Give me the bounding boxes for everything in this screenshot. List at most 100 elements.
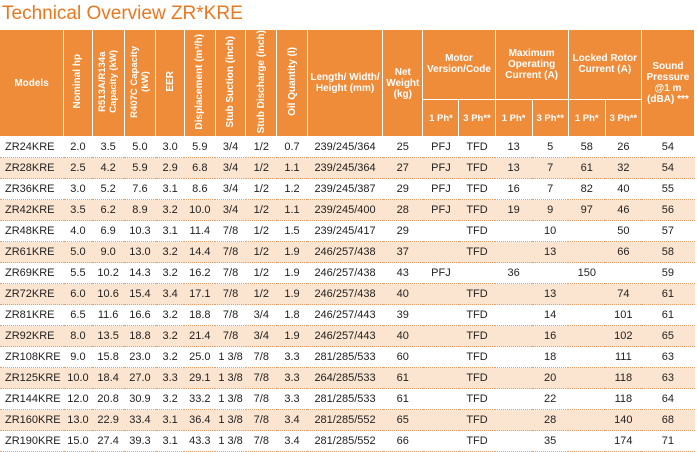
cell-oil: 1.9 (276, 262, 308, 285)
cell-oil: 1.8 (276, 304, 308, 327)
cell-dims: 281/285/552 (307, 409, 383, 432)
cell-disp: 29.1 (184, 367, 216, 390)
cell-suction: 3/4 (215, 136, 246, 159)
cell-disp: 8.6 (184, 178, 216, 201)
cell-r407c: 5.9 (124, 157, 156, 180)
cell-oil: 1.9 (276, 283, 308, 306)
cell-oil: 3.3 (276, 388, 308, 411)
cell-model: ZR190KRE (0, 430, 64, 452)
cell-motor3 (458, 262, 496, 285)
header-displacement: Displacement (m³/h) (184, 30, 216, 138)
cell-model: ZR24KRE (0, 136, 64, 159)
table-row: ZR160KRE 13.0 22.9 33.4 3.1 36.4 1 3/8 7/8 3.4 28… (0, 409, 695, 432)
cell-lr3: 40 (605, 178, 642, 201)
cell-suction: 1 3/8 (215, 367, 246, 390)
table-row: ZR42KRE 3.5 6.2 8.9 3.2 10.0 3/4 1/2 1.1 239/245/… (0, 199, 695, 222)
cell-motor3: TFD (458, 409, 496, 432)
header-locked-1ph: 1 Ph* (568, 99, 606, 138)
cell-sound: 65 (641, 325, 695, 348)
cell-suction: 7/8 (215, 220, 246, 243)
cell-discharge: 7/8 (245, 346, 277, 369)
cell-discharge: 1/2 (245, 262, 277, 285)
cell-mc1 (495, 388, 533, 411)
cell-motor3: TFD (458, 346, 496, 369)
cell-motor1 (422, 304, 459, 327)
cell-r513a: 5.2 (92, 178, 125, 201)
cell-eer: 3.2 (155, 325, 185, 348)
header-stub-discharge: Stub Discharge (inch) (245, 30, 278, 138)
cell-dims: 246/257/438 (307, 283, 383, 306)
cell-motor3: TFD (458, 157, 496, 180)
cell-dims: 264/285/533 (307, 367, 383, 390)
cell-mc1: 13 (495, 136, 533, 159)
cell-model: ZR42KRE (0, 199, 64, 222)
cell-motor1 (422, 409, 459, 432)
technical-overview-table: Models Nominal hp R513A/R134a Capacity (… (0, 30, 696, 452)
cell-discharge: 7/8 (245, 388, 277, 411)
cell-discharge: 1/2 (245, 157, 277, 180)
cell-mc3: 13 (532, 241, 569, 264)
cell-discharge: 1/2 (245, 178, 277, 201)
cell-lr3: 118 (605, 367, 642, 390)
cell-weight: 27 (382, 157, 423, 180)
cell-dims: 239/245/364 (307, 157, 383, 180)
header-locked-3ph: 3 Ph** (605, 99, 642, 138)
cell-disp: 43.3 (184, 430, 216, 452)
cell-model: ZR92KRE (0, 325, 64, 348)
cell-r513a: 10.2 (92, 262, 125, 285)
cell-suction: 7/8 (215, 283, 246, 306)
cell-oil: 1.1 (276, 157, 308, 180)
cell-sound: 63 (641, 346, 695, 369)
cell-suction: 7/8 (215, 304, 246, 327)
cell-hp: 5.0 (63, 241, 93, 264)
cell-suction: 3/4 (215, 157, 246, 180)
cell-oil: 0.7 (276, 136, 308, 159)
cell-mc1 (495, 325, 533, 348)
cell-model: ZR28KRE (0, 157, 64, 180)
cell-motor1: PFJ (422, 136, 459, 159)
cell-disp: 5.9 (184, 136, 216, 159)
cell-mc3: 9 (532, 199, 569, 222)
cell-disp: 33.2 (184, 388, 216, 411)
cell-dims: 239/245/364 (307, 136, 383, 159)
cell-mc1 (495, 409, 533, 432)
header-nominal-hp: Nominal hp (63, 30, 93, 138)
cell-r407c: 7.6 (124, 178, 156, 201)
cell-r407c: 14.3 (124, 262, 156, 285)
table-row: ZR72KRE 6.0 10.6 15.4 3.4 17.1 7/8 1/2 1.9 246/25… (0, 283, 695, 306)
header-current-1ph: 1 Ph* (495, 99, 533, 138)
cell-dims: 281/285/533 (307, 388, 383, 411)
cell-weight: 40 (382, 283, 423, 306)
cell-r513a: 9.0 (92, 241, 125, 264)
cell-sound: 71 (641, 430, 695, 452)
cell-r513a: 27.4 (92, 430, 125, 452)
cell-sound: 55 (641, 178, 695, 201)
cell-discharge: 7/8 (245, 409, 277, 432)
cell-eer: 3.4 (155, 283, 185, 306)
cell-mc3: 10 (532, 220, 569, 243)
cell-mc3: 28 (532, 409, 569, 432)
cell-mc3 (532, 262, 569, 285)
cell-eer: 3.2 (155, 388, 185, 411)
cell-eer: 2.9 (155, 157, 185, 180)
table-row: ZR125KRE 10.0 18.4 27.0 3.3 29.1 1 3/8 7/8 3.3 26… (0, 367, 695, 390)
cell-oil: 1.9 (276, 325, 308, 348)
cell-motor3: TFD (458, 136, 496, 159)
header-r407c-capacity: R407C Capacity (kW) (124, 30, 157, 138)
cell-motor1: PFJ (422, 178, 459, 201)
cell-eer: 3.1 (155, 220, 185, 243)
cell-model: ZR81KRE (0, 304, 64, 327)
cell-weight: 61 (382, 388, 423, 411)
page-title: Technical Overview ZR*KRE (2, 3, 243, 24)
cell-sound: 54 (641, 157, 695, 180)
cell-model: ZR36KRE (0, 178, 64, 201)
cell-r407c: 15.4 (124, 283, 156, 306)
cell-suction: 1 3/8 (215, 346, 246, 369)
cell-mc1 (495, 304, 533, 327)
cell-r513a: 4.2 (92, 157, 125, 180)
cell-mc3: 22 (532, 388, 569, 411)
header-dimensions: Length/ Width/ Height (mm) (307, 30, 384, 138)
cell-lr1: 61 (568, 157, 606, 180)
cell-dims: 239/245/400 (307, 199, 383, 222)
cell-dims: 281/285/552 (307, 430, 383, 452)
